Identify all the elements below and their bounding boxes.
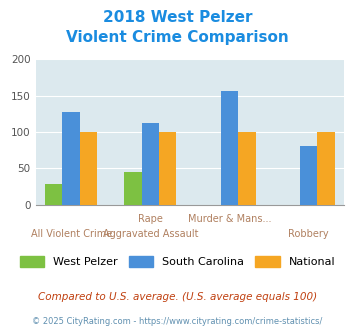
Bar: [238, 132, 256, 205]
Bar: [45, 183, 62, 205]
Text: Aggravated Assault: Aggravated Assault: [103, 229, 198, 239]
Bar: [159, 132, 176, 205]
Bar: [300, 146, 317, 205]
Bar: [221, 91, 238, 205]
Text: Rape: Rape: [138, 214, 163, 224]
Bar: [80, 132, 97, 205]
Bar: [124, 172, 142, 205]
Text: Compared to U.S. average. (U.S. average equals 100): Compared to U.S. average. (U.S. average …: [38, 292, 317, 302]
Legend: West Pelzer, South Carolina, National: West Pelzer, South Carolina, National: [15, 251, 340, 271]
Text: Violent Crime Comparison: Violent Crime Comparison: [66, 30, 289, 45]
Bar: [142, 122, 159, 205]
Bar: [62, 112, 80, 205]
Text: Robbery: Robbery: [288, 229, 329, 239]
Text: Murder & Mans...: Murder & Mans...: [188, 214, 271, 224]
Bar: [317, 132, 335, 205]
Text: © 2025 CityRating.com - https://www.cityrating.com/crime-statistics/: © 2025 CityRating.com - https://www.city…: [32, 317, 323, 326]
Text: 2018 West Pelzer: 2018 West Pelzer: [103, 10, 252, 25]
Text: All Violent Crime: All Violent Crime: [31, 229, 112, 239]
